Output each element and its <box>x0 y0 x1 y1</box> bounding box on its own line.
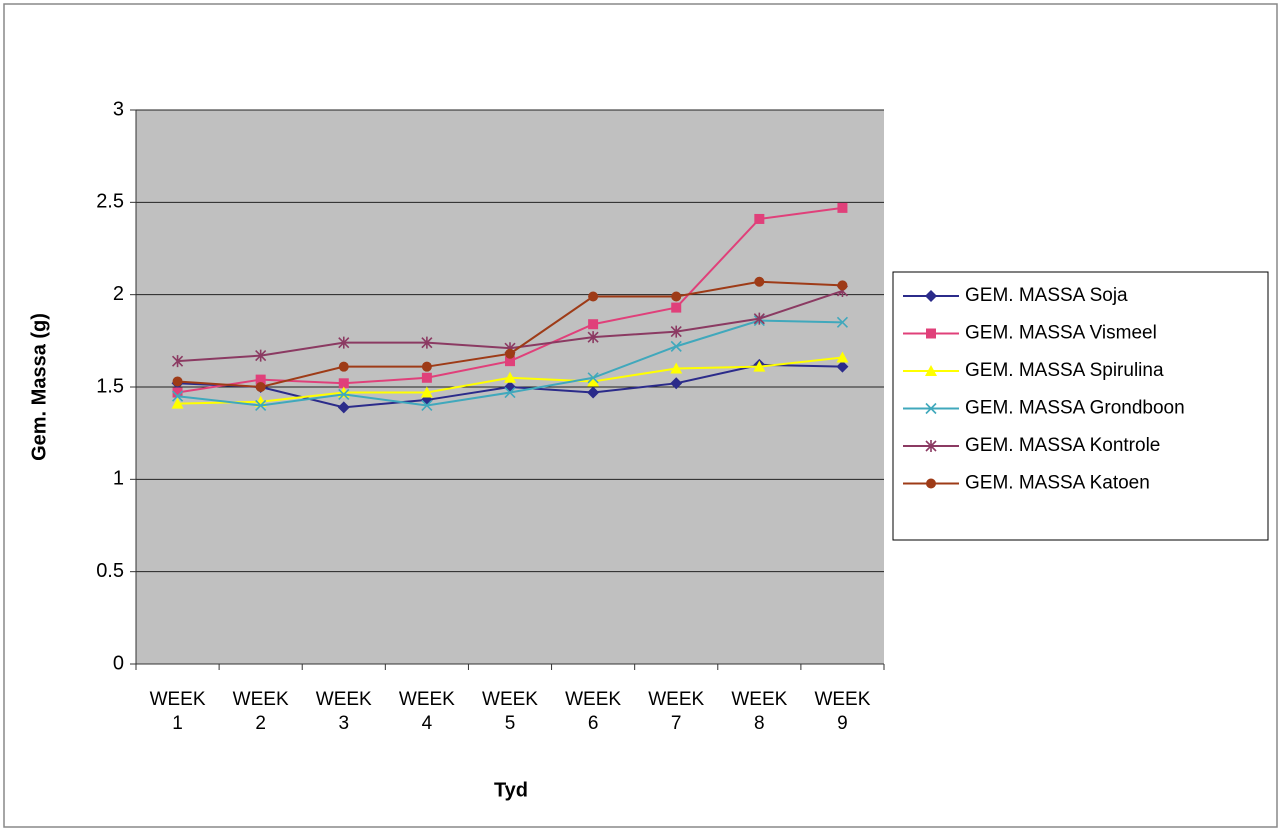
x-tick-label: WEEK 6 <box>565 689 622 734</box>
y-tick-label: 3 <box>113 98 124 120</box>
legend-item: GEM. MASSA Soja <box>903 285 1128 306</box>
marker <box>837 202 848 213</box>
marker <box>255 382 266 392</box>
legend-label: GEM. MASSA Grondboon <box>965 398 1185 419</box>
marker <box>587 372 599 384</box>
legend-label: GEM. MASSA Spirulina <box>965 360 1164 381</box>
marker <box>754 213 765 224</box>
marker <box>670 340 682 352</box>
marker <box>926 478 936 489</box>
x-tick-label: WEEK 7 <box>648 689 705 734</box>
marker <box>504 386 516 399</box>
marker <box>172 376 183 387</box>
legend-label: GEM. MASSA Vismeel <box>965 323 1157 344</box>
legend-item: GEM. MASSA Katoen <box>903 473 1150 494</box>
legend-item: GEM. MASSA Kontrole <box>903 435 1160 456</box>
marker <box>925 365 937 376</box>
marker <box>671 291 682 302</box>
y-tick-label: 0.5 <box>96 560 124 582</box>
x-tick-label: WEEK 3 <box>315 689 372 734</box>
marker <box>255 399 267 412</box>
marker <box>338 388 350 400</box>
marker <box>836 316 849 328</box>
marker <box>925 440 937 452</box>
legend-item: GEM. MASSA Grondboon <box>903 398 1185 419</box>
marker <box>420 386 433 398</box>
marker <box>255 349 267 362</box>
x-axis-label: Tyd <box>494 779 528 801</box>
x-tick-label: WEEK 1 <box>149 689 206 734</box>
marker <box>421 361 432 372</box>
marker <box>171 397 184 409</box>
x-tick-label: WEEK 5 <box>482 689 538 734</box>
marker <box>172 387 183 398</box>
marker <box>837 280 848 291</box>
marker <box>421 372 432 383</box>
y-tick-label: 1 <box>113 468 124 490</box>
marker <box>587 331 599 344</box>
marker <box>338 378 349 389</box>
legend-item: GEM. MASSA Vismeel <box>903 323 1157 344</box>
marker <box>587 386 600 399</box>
marker <box>753 360 766 372</box>
marker <box>171 355 184 368</box>
marker <box>588 291 599 302</box>
marker <box>670 362 683 374</box>
x-tick-label: WEEK 4 <box>398 689 455 734</box>
y-tick-label: 1.5 <box>96 375 124 397</box>
marker <box>505 348 515 359</box>
legend-label: GEM. MASSA Kontrole <box>965 435 1160 456</box>
marker <box>504 371 516 383</box>
marker <box>171 390 184 402</box>
marker <box>754 276 765 287</box>
marker <box>587 375 600 387</box>
legend-item: GEM. MASSA Spirulina <box>903 360 1164 381</box>
marker <box>337 401 350 414</box>
marker <box>925 290 937 302</box>
y-tick-label: 2.5 <box>96 191 124 213</box>
marker <box>421 399 433 412</box>
marker <box>338 336 350 349</box>
x-tick-label: WEEK 2 <box>232 689 289 734</box>
x-tick-label: WEEK 9 <box>814 689 871 734</box>
marker <box>671 302 682 313</box>
y-axis-label: Gem. Massa (g) <box>28 313 50 461</box>
marker <box>338 361 349 372</box>
marker <box>925 402 937 415</box>
marker <box>836 360 849 373</box>
marker <box>836 351 849 363</box>
marker <box>926 328 936 339</box>
marker <box>753 312 765 325</box>
marker <box>505 356 515 367</box>
x-tick-label: WEEK 8 <box>731 689 788 734</box>
marker <box>670 377 683 390</box>
marker <box>421 336 433 349</box>
legend-label: GEM. MASSA Soja <box>965 285 1128 306</box>
marker <box>670 325 682 338</box>
y-tick-label: 2 <box>113 283 124 305</box>
legend-label: GEM. MASSA Katoen <box>965 473 1150 494</box>
marker <box>588 319 599 330</box>
y-tick-label: 0 <box>113 652 124 674</box>
marker <box>255 374 266 385</box>
marker <box>254 395 267 407</box>
legend-box <box>892 271 1269 541</box>
